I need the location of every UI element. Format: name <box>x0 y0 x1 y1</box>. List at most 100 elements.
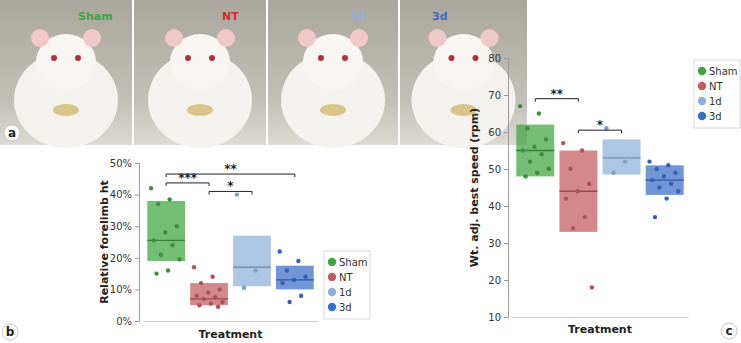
data-point <box>647 159 651 163</box>
legend-entry: NT <box>698 81 724 92</box>
data-point <box>299 294 303 298</box>
y-axis-line <box>504 59 509 318</box>
significance-bracket: * <box>209 179 252 194</box>
legend-label: 3d <box>339 302 352 313</box>
significance-bracket: ** <box>535 87 578 102</box>
legend-swatch <box>698 67 706 75</box>
data-point <box>242 286 246 290</box>
bracket-label: * <box>227 179 234 193</box>
data-point <box>544 137 548 141</box>
box <box>516 125 554 177</box>
legend-swatch <box>328 288 336 296</box>
y-tick-mark <box>504 132 508 133</box>
bracket-label: ** <box>551 87 564 101</box>
panel-letter-text: b <box>6 325 15 339</box>
data-point <box>590 285 594 289</box>
box <box>603 139 641 174</box>
legend: ShamNT1d3d <box>694 60 740 128</box>
photo-label: 3d <box>432 10 448 23</box>
data-point <box>206 290 210 294</box>
median-line <box>233 267 271 268</box>
chart: 1020304050607080***Wt. adj. best speed (… <box>468 53 740 336</box>
photo-label: 1d <box>350 10 366 23</box>
y-tick-mark <box>135 226 139 227</box>
plot-area <box>516 104 683 290</box>
bracket-label: *** <box>178 171 198 185</box>
plot-area <box>147 186 313 309</box>
data-point <box>220 300 224 304</box>
data-point <box>235 192 239 196</box>
data-point <box>571 226 575 230</box>
box <box>559 151 597 232</box>
y-tick-mark <box>135 163 139 164</box>
y-tick: 80 <box>488 53 508 64</box>
y-tick-mark <box>135 321 139 322</box>
series <box>516 104 554 179</box>
photo: 3d <box>400 0 527 148</box>
data-point <box>159 252 163 256</box>
y-tick: 40 <box>488 201 508 212</box>
data-point <box>166 268 170 272</box>
y-tick-mark <box>135 258 139 259</box>
figure: ShamNT1d3da0%10%20%30%40%50%******Relati… <box>0 0 741 343</box>
data-point <box>216 305 220 309</box>
legend-label: 1d <box>709 96 722 107</box>
y-tick-label: 10 <box>488 312 501 323</box>
panel-letter-badge <box>4 125 20 141</box>
rat-eye <box>342 55 348 61</box>
data-point <box>194 294 198 298</box>
legend-entry: 3d <box>698 111 722 122</box>
data-point <box>654 167 658 171</box>
data-point <box>532 145 536 149</box>
data-point <box>210 275 214 279</box>
series <box>190 265 228 309</box>
box <box>147 201 185 261</box>
y-tick-label: 30% <box>110 221 132 232</box>
y-tick-label: 80 <box>488 53 501 64</box>
y-tick: 30 <box>488 238 508 249</box>
panel-letter: a <box>4 125 20 141</box>
rat-eye <box>318 55 324 61</box>
data-point <box>561 141 565 145</box>
panel-letter-badge <box>721 323 737 339</box>
rat-ear <box>83 29 101 47</box>
data-point <box>518 104 522 108</box>
legend-label: 3d <box>709 111 722 122</box>
data-point <box>547 167 551 171</box>
legend-entry: 3d <box>328 302 352 313</box>
data-point <box>177 257 181 261</box>
median-line <box>190 298 228 299</box>
data-point <box>575 189 579 193</box>
panel-letter: c <box>721 323 737 339</box>
rat-ear <box>429 29 447 47</box>
data-point <box>521 148 525 152</box>
data-point <box>209 301 213 305</box>
legend-frame <box>694 60 740 128</box>
rat-ear <box>165 29 183 47</box>
x-axis-line <box>513 317 689 318</box>
data-point <box>583 215 587 219</box>
legend-label: Sham <box>339 257 368 268</box>
data-point <box>650 178 654 182</box>
y-axis-title: Wt. adj. best speed (rpm) <box>468 108 481 267</box>
y-tick: 20 <box>488 275 508 286</box>
y-tick-mark <box>135 195 139 196</box>
y-tick: 0% <box>116 316 139 327</box>
y-tick: 20% <box>110 252 139 263</box>
data-point <box>202 297 206 301</box>
y-tick-mark <box>504 317 508 318</box>
photo: 1d <box>268 0 398 148</box>
y-tick: 60 <box>488 127 508 138</box>
data-point <box>523 174 527 178</box>
y-tick-mark <box>135 289 139 290</box>
rat-ear <box>298 29 316 47</box>
data-point <box>296 259 300 263</box>
y-tick: 50 <box>488 164 508 175</box>
data-point <box>537 111 541 115</box>
legend-swatch <box>698 112 706 120</box>
y-tick-mark <box>504 243 508 244</box>
series <box>603 126 641 175</box>
y-tick-label: 70 <box>488 90 501 101</box>
y-axis-title: Relative forelimb ht <box>98 180 111 304</box>
rat-eye <box>449 55 455 61</box>
